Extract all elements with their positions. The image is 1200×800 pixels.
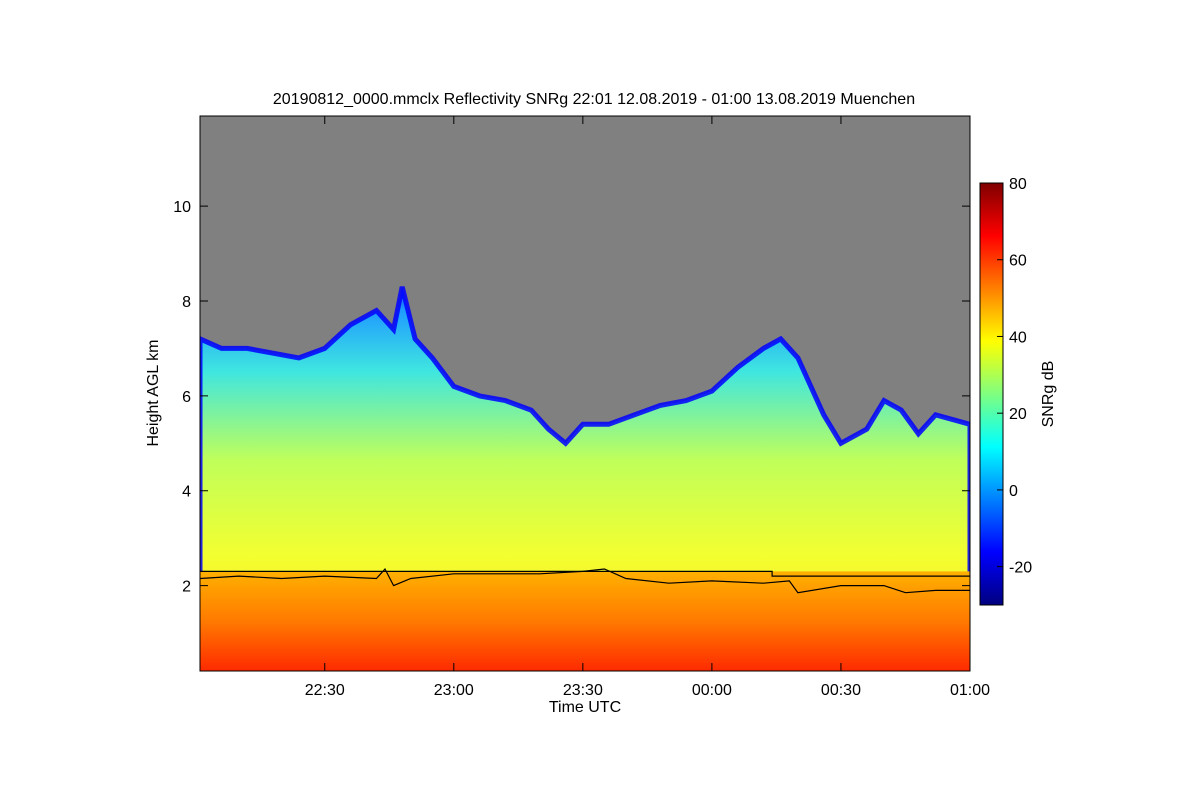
overlay-lines [200,567,970,594]
x-tick-label: 00:00 [692,682,732,699]
y-axis: 2 4 6 8 10 [173,199,970,596]
y-tick-label: 8 [182,294,191,311]
y-tick-label: 2 [182,579,191,596]
chart-title: 20190812_0000.mmclx Reflectivity SNRg 22… [273,91,915,108]
x-tick-label: 01:00 [950,682,990,699]
colorbar-title: SNRg dB [1040,361,1057,428]
colorbar-tick-label: -20 [1009,560,1032,577]
x-axis: 22:30 23:00 23:30 00:00 00:30 01:00 [305,116,990,699]
boundary-layer-line [200,567,970,594]
colorbar-tick-label: 60 [1009,253,1027,270]
y-tick-label: 4 [182,484,191,501]
melting-layer-line [200,570,970,577]
y-tick-label: 10 [173,199,191,216]
colorbar: -20 0 20 40 60 80 SNRg dB [979,176,1057,606]
colorbar-tick-label: 20 [1009,406,1027,423]
colorbar-gradient [979,182,1004,606]
plot-frame [199,115,971,672]
colorbar-tick-label: 40 [1009,329,1027,346]
y-axis-title: Height AGL km [145,339,162,446]
echo-edge [200,286,970,671]
x-tick-label: 22:30 [305,682,345,699]
x-tick-label: 23:30 [563,682,603,699]
colorbar-ticks: -20 0 20 40 60 80 [997,176,1032,577]
x-tick-label: 23:00 [434,682,474,699]
y-tick-label: 6 [182,389,191,406]
x-tick-label: 00:30 [821,682,861,699]
colorbar-tick-label: 0 [1009,483,1018,500]
boundary-layer-echo [200,571,970,671]
reflectivity-field [200,286,970,671]
colorbar-tick-label: 80 [1009,176,1027,193]
x-axis-title: Time UTC [549,699,621,716]
